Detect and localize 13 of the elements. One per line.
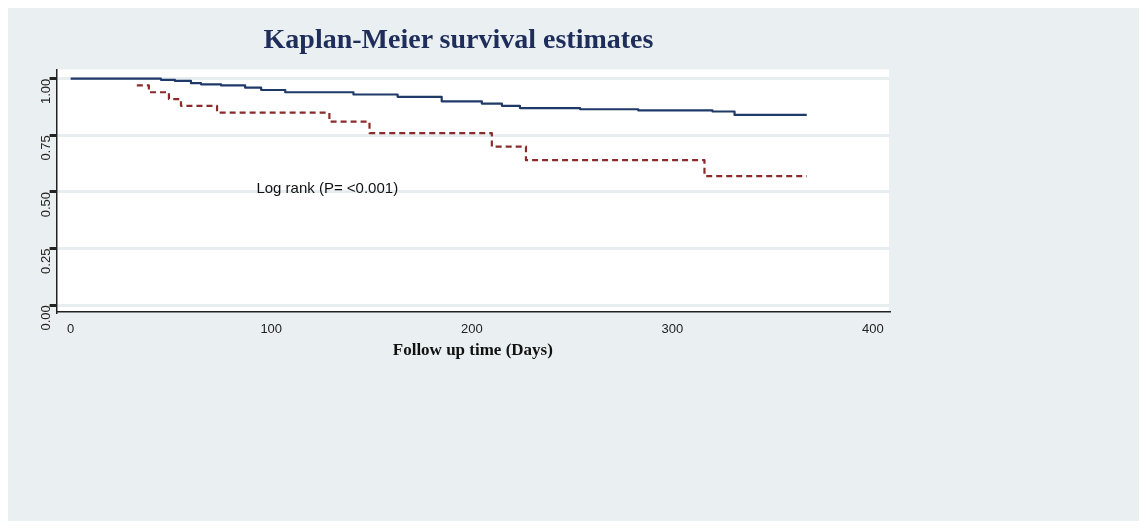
x-tick-label: 100 [260,321,283,337]
x-tick-label: 200 [460,321,483,337]
x-tick-label: 300 [661,321,684,337]
y-tick-label: 0.50 [38,191,54,218]
y-tick-label: 0.00 [38,305,54,331]
y-tick-label: 0.25 [38,248,54,274]
x-tick-label: 400 [862,321,884,337]
x-tick-label: 0 [67,321,75,337]
x-axis-title: Follow up time (Days) [392,340,553,360]
y-tick-label: 1.00 [38,78,54,104]
annotation: Log rank (P= <0.001) [256,178,399,196]
chart-title: Kaplan-Meier survival estimates [263,23,654,55]
y-tick-label: 0.75 [38,135,54,161]
